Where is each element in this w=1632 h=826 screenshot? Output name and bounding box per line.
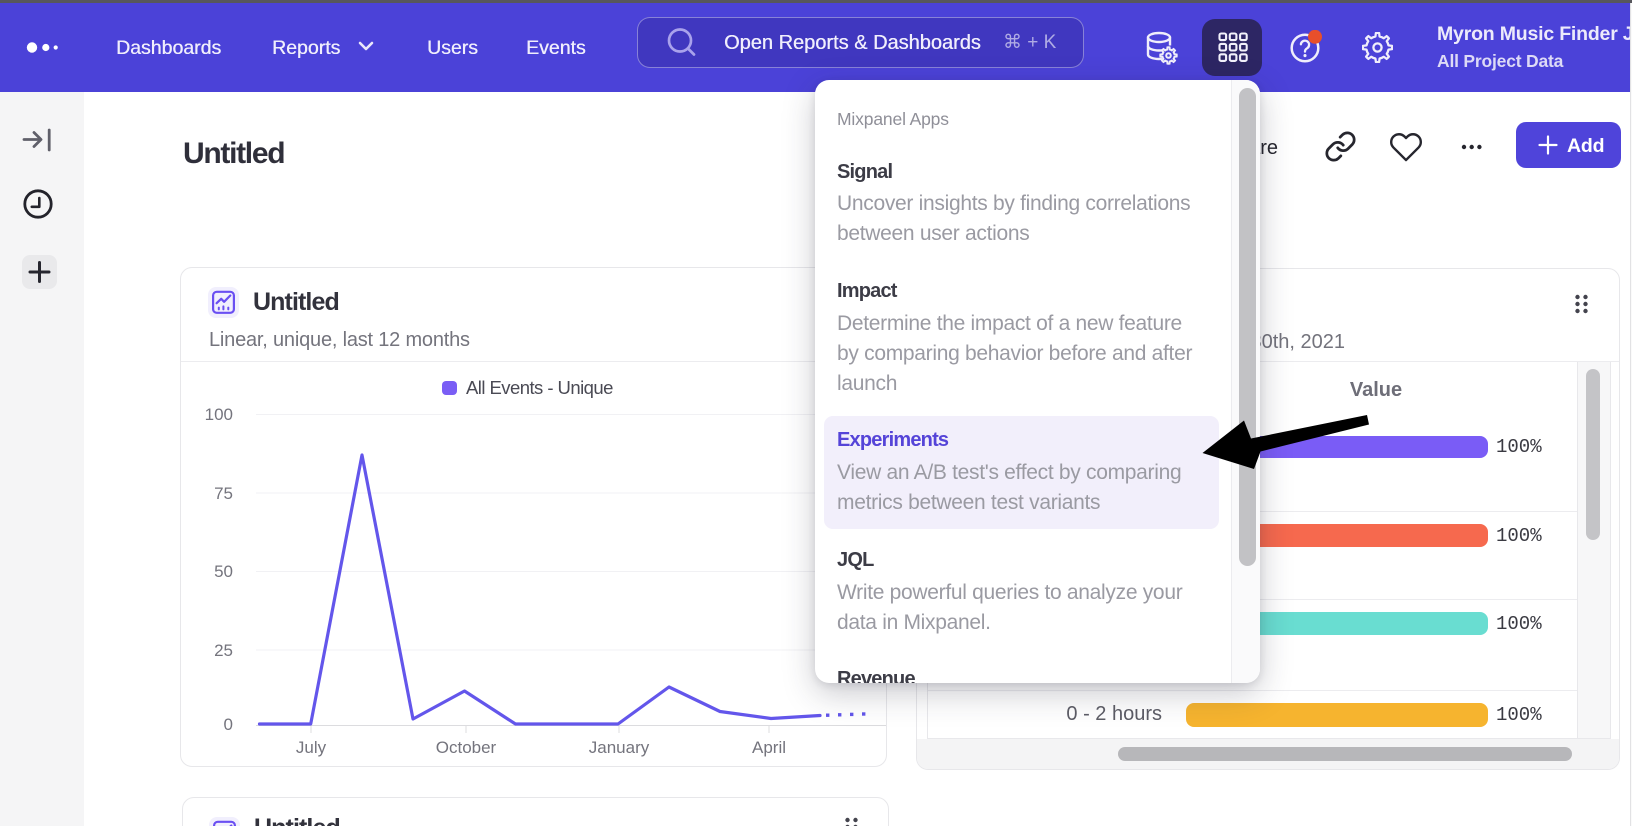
svg-text:75: 75 (214, 484, 233, 503)
svg-text:25: 25 (214, 641, 233, 660)
svg-text:0: 0 (224, 715, 233, 734)
svg-text:October: October (436, 738, 497, 757)
svg-text:April: April (752, 738, 786, 757)
svg-text:January: January (589, 738, 650, 757)
svg-text:50: 50 (214, 562, 233, 581)
svg-text:July: July (296, 738, 327, 757)
svg-text:100: 100 (205, 405, 233, 424)
